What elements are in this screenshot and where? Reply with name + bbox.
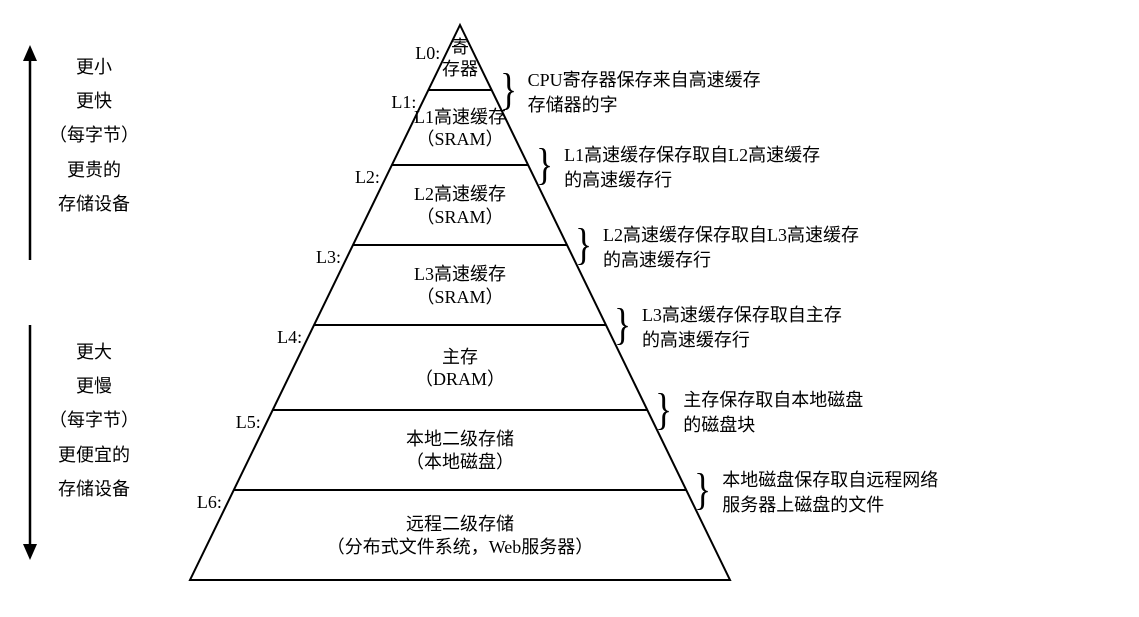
- description-0: CPU寄存器保存来自高速缓存存储器的字: [528, 68, 761, 118]
- brace-5: }: [694, 468, 711, 512]
- left-annotation-top: 更小 更快 （每字节） 更贵的 存储设备: [34, 50, 154, 221]
- tier-text-L0: 寄存器: [442, 36, 478, 81]
- description-2: L2高速缓存保存取自L3高速缓存的高速缓存行: [603, 223, 859, 273]
- tier-text-L6: 远程二级存储（分布式文件系统，Web服务器）: [327, 513, 594, 558]
- description-3: L3高速缓存保存取自主存的高速缓存行: [642, 303, 842, 353]
- brace-2: }: [575, 223, 592, 267]
- level-label-L2: L2:: [340, 167, 380, 188]
- level-label-L1: L1:: [376, 92, 416, 113]
- tier-text-L2: L2高速缓存（SRAM）: [414, 183, 506, 228]
- description-4: 主存保存取自本地磁盘的磁盘块: [683, 388, 863, 438]
- tier-text-L1: L1高速缓存（SRAM）: [414, 106, 506, 151]
- description-5: 本地磁盘保存取自远程网络服务器上磁盘的文件: [722, 468, 938, 518]
- brace-1: }: [536, 143, 553, 187]
- brace-4: }: [655, 388, 672, 432]
- left-annotation-bottom: 更大 更慢 （每字节） 更便宜的 存储设备: [34, 335, 154, 506]
- level-label-L5: L5:: [221, 412, 261, 433]
- level-label-L0: L0:: [400, 43, 440, 64]
- description-1: L1高速缓存保存取自L2高速缓存的高速缓存行: [564, 143, 820, 193]
- brace-3: }: [614, 303, 631, 347]
- brace-0: }: [500, 68, 517, 112]
- level-label-L6: L6:: [182, 492, 222, 513]
- tier-text-L5: 本地二级存储（本地磁盘）: [406, 428, 514, 473]
- tier-text-L4: 主存（DRAM）: [415, 346, 505, 391]
- memory-hierarchy-diagram: 更小 更快 （每字节） 更贵的 存储设备 更大 更慢 （每字节） 更便宜的 存储…: [0, 0, 1139, 617]
- tier-text-L3: L3高速缓存（SRAM）: [414, 263, 506, 308]
- level-label-L3: L3:: [301, 247, 341, 268]
- level-label-L4: L4:: [262, 327, 302, 348]
